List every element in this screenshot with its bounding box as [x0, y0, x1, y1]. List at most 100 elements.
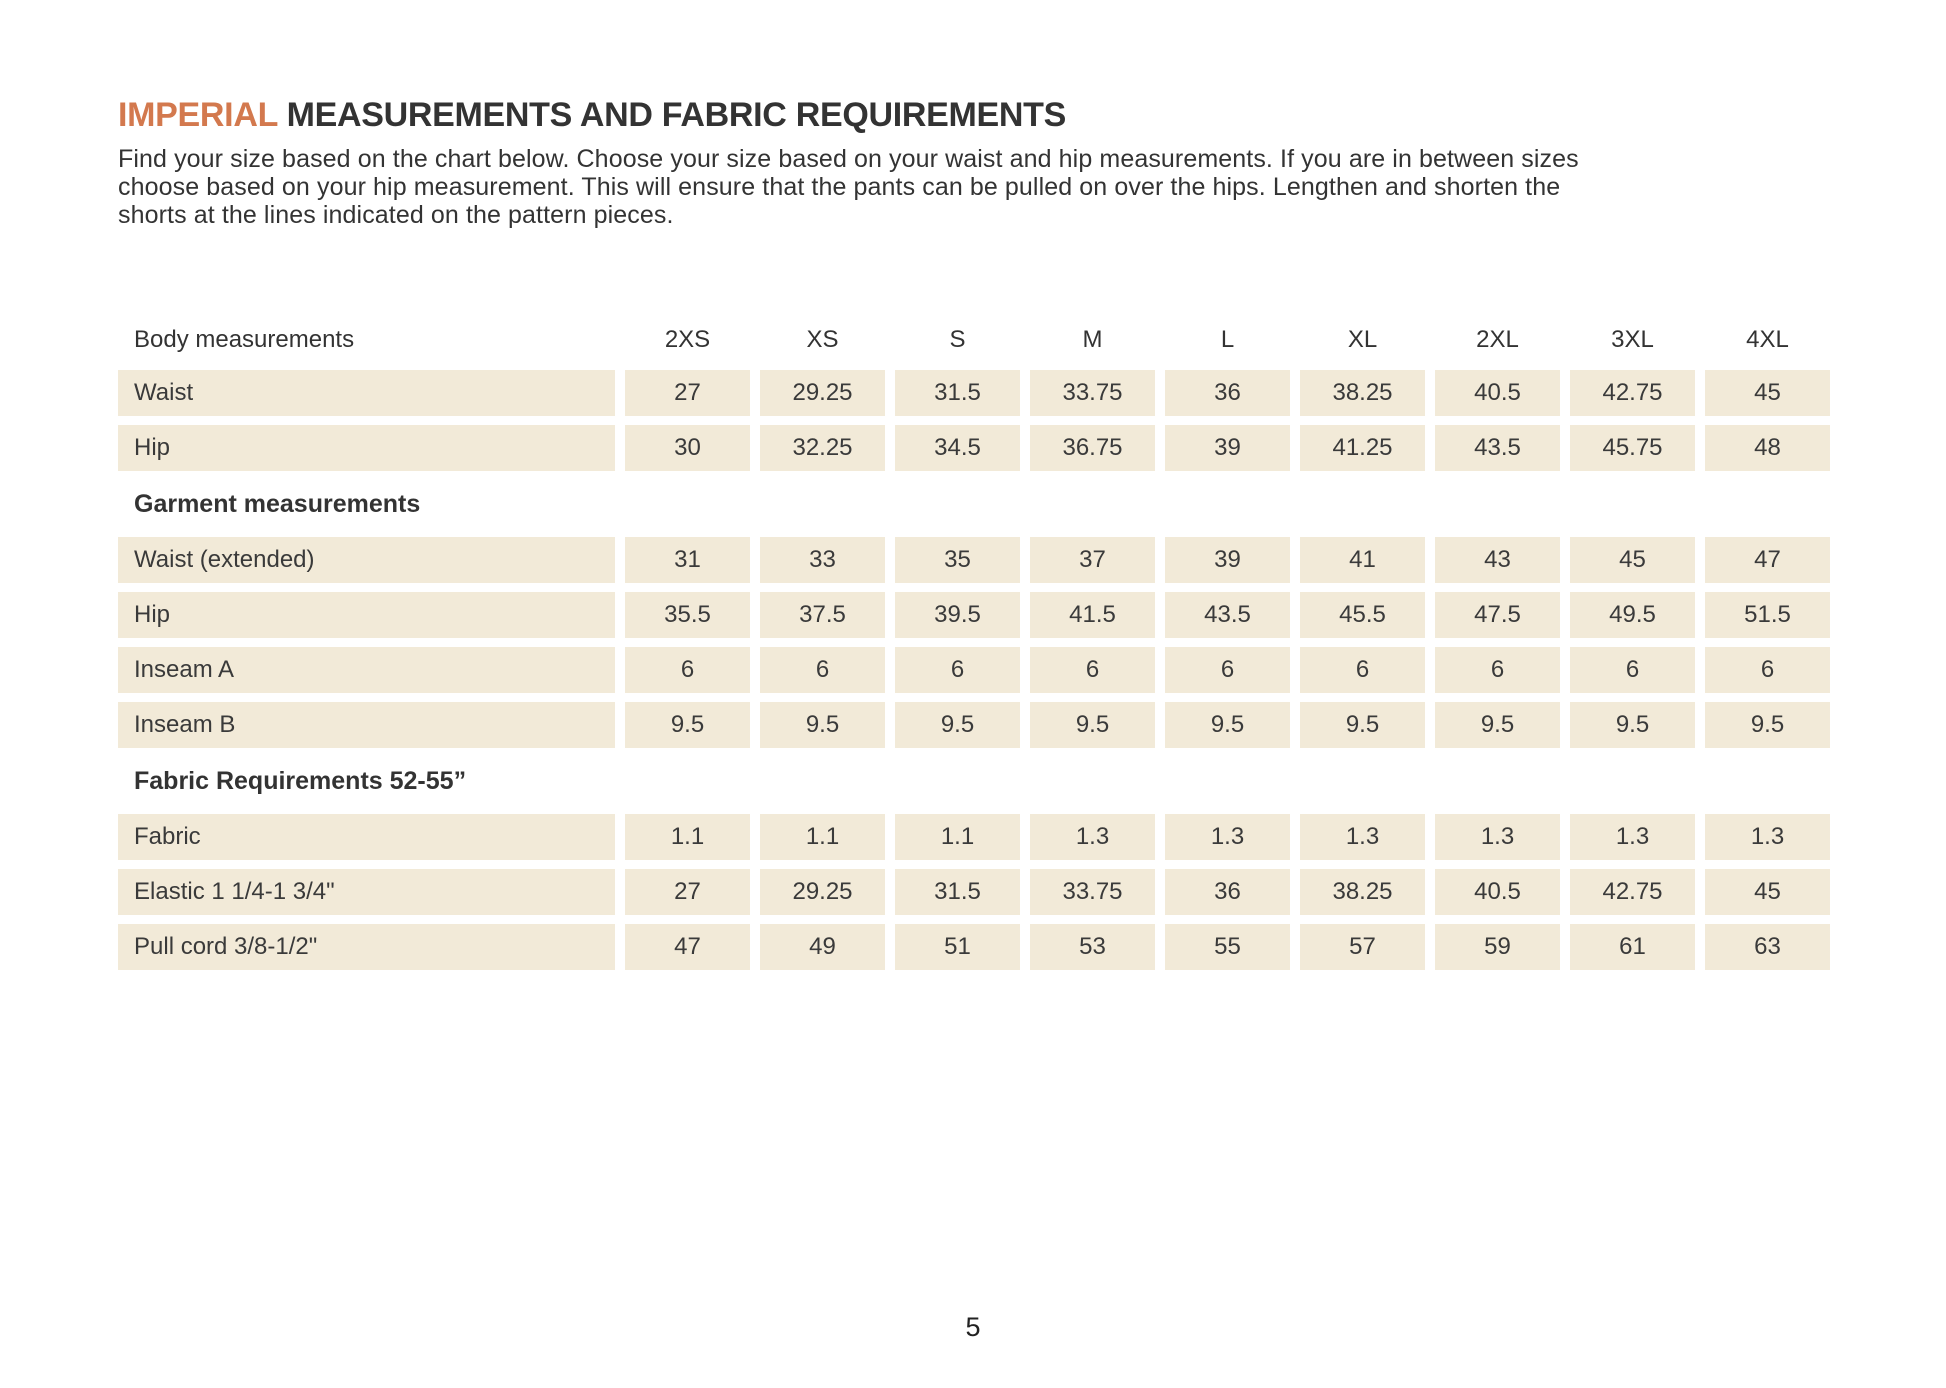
table-cell: 63 [1705, 924, 1830, 970]
section-header-fabric-requirements: Fabric Requirements 52-55” [134, 766, 467, 795]
table-cell: 31 [625, 537, 750, 583]
table-cell: 55 [1165, 924, 1290, 970]
table-cell: 9.5 [625, 702, 750, 748]
row-label-waist: Waist [118, 370, 615, 416]
table-cell: 31.5 [895, 869, 1020, 915]
table-cell: 36.75 [1030, 425, 1155, 471]
table-cell: 43 [1435, 537, 1560, 583]
size-column-header: L [1220, 326, 1235, 353]
size-column-header: 4XL [1746, 326, 1789, 353]
size-column-header: 2XL [1476, 326, 1519, 353]
table-cell: 45.5 [1300, 592, 1425, 638]
table-cell: 43.5 [1165, 592, 1290, 638]
table-cell: 6 [1030, 647, 1155, 693]
table-cell: 47.5 [1435, 592, 1560, 638]
table-cell: 6 [1165, 647, 1290, 693]
table-cell: 1.3 [1435, 814, 1560, 860]
row-label-hip: Hip [118, 425, 615, 471]
table-cell: 51.5 [1705, 592, 1830, 638]
intro-line: Find your size based on the chart below.… [118, 145, 1579, 173]
table-cell: 9.5 [1435, 702, 1560, 748]
table-cell: 37 [1030, 537, 1155, 583]
row-label-waist-extended: Waist (extended) [118, 537, 615, 583]
row-label-fabric: Fabric [118, 814, 615, 860]
table-cell: 9.5 [1030, 702, 1155, 748]
table-cell: 6 [760, 647, 885, 693]
table-cell: 27 [625, 370, 750, 416]
table-cell: 39 [1165, 425, 1290, 471]
table-cell: 9.5 [1705, 702, 1830, 748]
table-cell: 47 [625, 924, 750, 970]
table-cell: 1.3 [1300, 814, 1425, 860]
table-cell: 9.5 [895, 702, 1020, 748]
table-cell: 6 [1705, 647, 1830, 693]
table-cell: 36 [1165, 869, 1290, 915]
section-header-garment-measurements: Garment measurements [134, 489, 421, 518]
size-column-header: 2XS [664, 326, 711, 353]
table-cell: 42.75 [1570, 869, 1695, 915]
table-cell: 6 [1570, 647, 1695, 693]
table-cell: 1.3 [1705, 814, 1830, 860]
table-cell: 41.25 [1300, 425, 1425, 471]
table-cell: 51 [895, 924, 1020, 970]
table-cell: 49.5 [1570, 592, 1695, 638]
table-cell: 1.1 [625, 814, 750, 860]
title-highlight: IMPERIAL [118, 96, 278, 134]
size-column-header: M [1082, 326, 1103, 353]
table-cell: 57 [1300, 924, 1425, 970]
table-cell: 45.75 [1570, 425, 1695, 471]
size-column-header: XS [806, 326, 839, 353]
title-rest: MEASUREMENTS AND FABRIC REQUIREMENTS [277, 96, 1067, 134]
intro-paragraph: Find your size based on the chart below.… [118, 145, 1830, 229]
section-header-body-measurements: Body measurements [134, 326, 355, 353]
intro-line: shorts at the lines indicated on the pat… [118, 201, 674, 229]
row-label-elastic: Elastic 1 1/4-1 3/4" [118, 869, 615, 915]
table-cell: 6 [1300, 647, 1425, 693]
table-cell: 31.5 [895, 370, 1020, 416]
table-cell: 33 [760, 537, 885, 583]
table-cell: 45 [1705, 869, 1830, 915]
table-cell: 1.1 [895, 814, 1020, 860]
intro-line: choose based on your hip measurement. Th… [118, 173, 1561, 201]
table-cell: 1.3 [1165, 814, 1290, 860]
table-cell: 33.75 [1030, 370, 1155, 416]
table-cell: 45 [1570, 537, 1695, 583]
table-cell: 29.25 [760, 370, 885, 416]
row-label-hip-garment: Hip [118, 592, 615, 638]
table-cell: 9.5 [1570, 702, 1695, 748]
table-cell: 6 [895, 647, 1020, 693]
table-cell: 1.1 [760, 814, 885, 860]
table-cell: 53 [1030, 924, 1155, 970]
table-cell: 29.25 [760, 869, 885, 915]
size-column-header: XL [1347, 326, 1378, 353]
row-label-inseam-a: Inseam A [118, 647, 615, 693]
table-cell: 39 [1165, 537, 1290, 583]
size-column-header: 3XL [1611, 326, 1654, 353]
table-cell: 38.25 [1300, 370, 1425, 416]
table-cell: 33.75 [1030, 869, 1155, 915]
table-cell: 9.5 [1300, 702, 1425, 748]
table-cell: 40.5 [1435, 370, 1560, 416]
table-cell: 1.3 [1570, 814, 1695, 860]
table-cell: 34.5 [895, 425, 1020, 471]
row-label-pull-cord: Pull cord 3/8-1/2" [118, 924, 615, 970]
table-cell: 35.5 [625, 592, 750, 638]
table-cell: 1.3 [1030, 814, 1155, 860]
page-number: 5 [965, 1312, 981, 1342]
table-cell: 35 [895, 537, 1020, 583]
table-cell: 32.25 [760, 425, 885, 471]
table-cell: 43.5 [1435, 425, 1560, 471]
table-cell: 9.5 [760, 702, 885, 748]
table-cell: 41 [1300, 537, 1425, 583]
table-cell: 40.5 [1435, 869, 1560, 915]
table-cell: 27 [625, 869, 750, 915]
table-cell: 30 [625, 425, 750, 471]
table-cell: 6 [1435, 647, 1560, 693]
table-cell: 36 [1165, 370, 1290, 416]
table-cell: 49 [760, 924, 885, 970]
table-cell: 9.5 [1165, 702, 1290, 748]
table-cell: 38.25 [1300, 869, 1425, 915]
table-cell: 37.5 [760, 592, 885, 638]
row-label-inseam-b: Inseam B [118, 702, 615, 748]
table-cell: 41.5 [1030, 592, 1155, 638]
